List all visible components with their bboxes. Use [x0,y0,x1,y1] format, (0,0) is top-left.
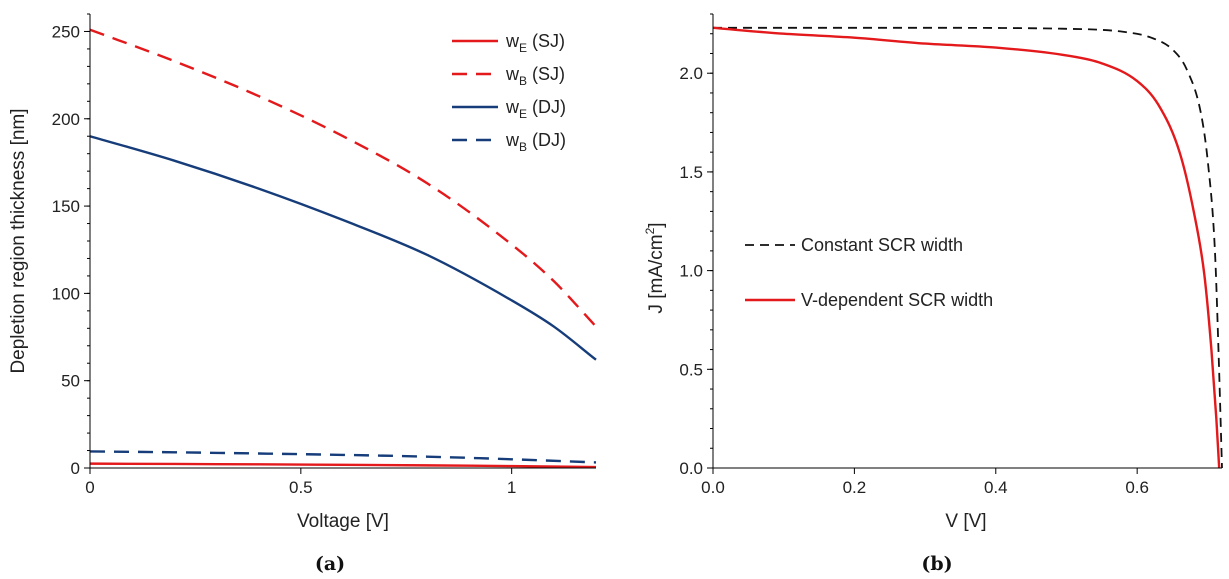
series-line-2 [89,135,597,361]
x-tick-label: 1 [507,478,516,497]
legend-label-2: wE (DJ) [505,97,566,121]
y-tick-label: 0 [71,459,80,478]
legend-label-3: wB (DJ) [505,130,566,154]
legend-label-1: wB (SJ) [505,64,565,88]
x-tick-label: 0 [85,478,94,497]
y-tick-label: 2.0 [679,64,703,83]
series-line-0 [89,462,597,469]
legend-label-0: Constant SCR width [801,235,963,255]
panel-a-label: (a) [315,553,345,575]
y-tick-label: 150 [52,197,80,216]
panel-b-series-group [712,26,1223,469]
y-tick-label: 200 [52,110,80,129]
panel-b-y-axis-title: J [mA/cm2] [643,222,667,313]
panel-a-x-axis-title: Voltage [V] [297,511,389,532]
x-tick-label: 0.2 [843,478,867,497]
series-line-3 [89,450,597,464]
panel-b-y-title-main: J [mA/cm [646,234,667,313]
panel-a-series-group [89,28,597,469]
y-tick-label: 100 [52,284,80,303]
panel-a-ticks: 0 0.5 1 0 50 100 150 200 250 [52,13,516,497]
y-tick-label: 0.5 [679,360,703,379]
legend-label-0: wE (SJ) [505,31,565,55]
legend-label-1: V-dependent SCR width [801,290,993,310]
panel-b-legend: Constant SCR width V-dependent SCR width [745,235,993,310]
series-line-1 [89,28,597,328]
x-tick-label: 0.4 [984,478,1008,497]
panel-b-x-axis-title: V [V] [945,511,986,532]
panel-b-ticks: 0.0 0.2 0.4 0.6 0.0 0.5 1.0 1.5 2.0 [679,13,1149,497]
panel-b: 0.0 0.2 0.4 0.6 0.0 0.5 1.0 1.5 2.0 V [V] J [mA/… [643,13,1223,575]
panel-a: 0 0.5 1 0 50 100 150 200 250 Voltage [V] Depleti… [8,13,597,575]
y-tick-label: 50 [61,372,80,391]
y-tick-label: 1.5 [679,163,703,182]
y-tick-label: 0.0 [679,459,703,478]
panel-a-y-axis-title: Depletion region thickness [nm] [8,108,29,373]
panel-b-y-title-sup: 2 [643,227,657,234]
x-tick-label: 0.6 [1125,478,1149,497]
panel-b-y-title-end: ] [646,222,667,227]
series-line-0 [713,26,1223,469]
panel-a-legend: wE (SJ) wB (SJ) wE (DJ) wB (DJ) [452,31,566,154]
series-line-1 [712,26,1221,469]
x-tick-label: 0.5 [289,478,313,497]
panel-b-label: (b) [921,553,952,575]
y-tick-label: 250 [52,22,80,41]
x-tick-label: 0.0 [701,478,725,497]
y-tick-label: 1.0 [679,262,703,281]
